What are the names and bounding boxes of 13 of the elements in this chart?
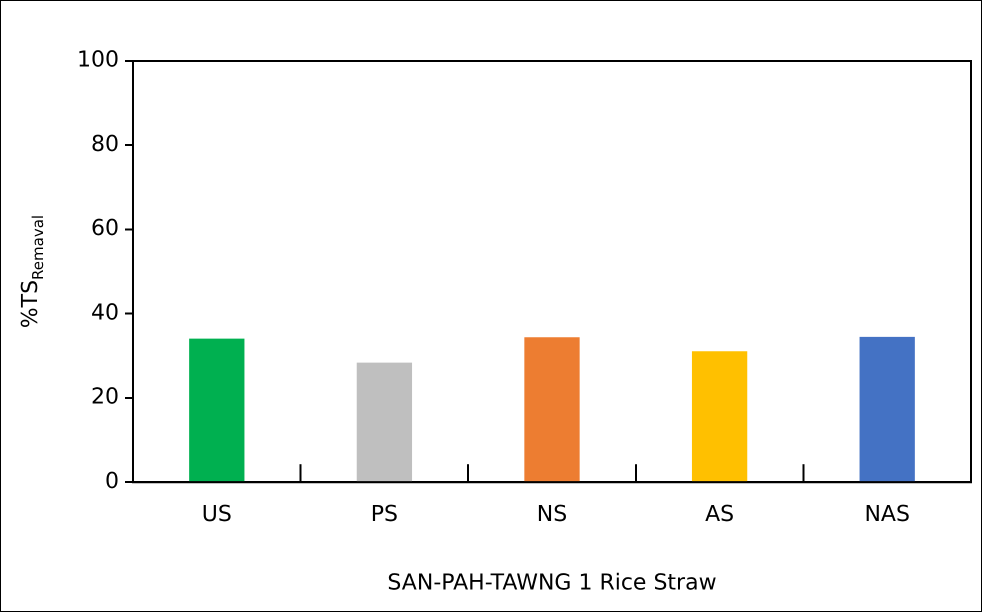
- x-tick-label: PS: [370, 502, 398, 528]
- y-tick-label: 60: [90, 216, 119, 242]
- y-tick-label: 40: [90, 300, 119, 326]
- y-tick-label: 80: [90, 132, 119, 157]
- y-axis-title: %TSRemaval: [18, 214, 47, 328]
- x-tick-label: NAS: [864, 502, 910, 528]
- y-tick-label: 20: [90, 384, 119, 410]
- x-tick-label: US: [202, 502, 232, 528]
- x-tick-label: NS: [536, 502, 568, 528]
- x-tick-label: AS: [705, 502, 734, 528]
- y-tick-label: 0: [104, 468, 119, 494]
- y-tick-label: 100: [76, 48, 119, 73]
- x-axis-title: SAN-PAH-TAWNG 1 Rice Straw: [387, 570, 717, 596]
